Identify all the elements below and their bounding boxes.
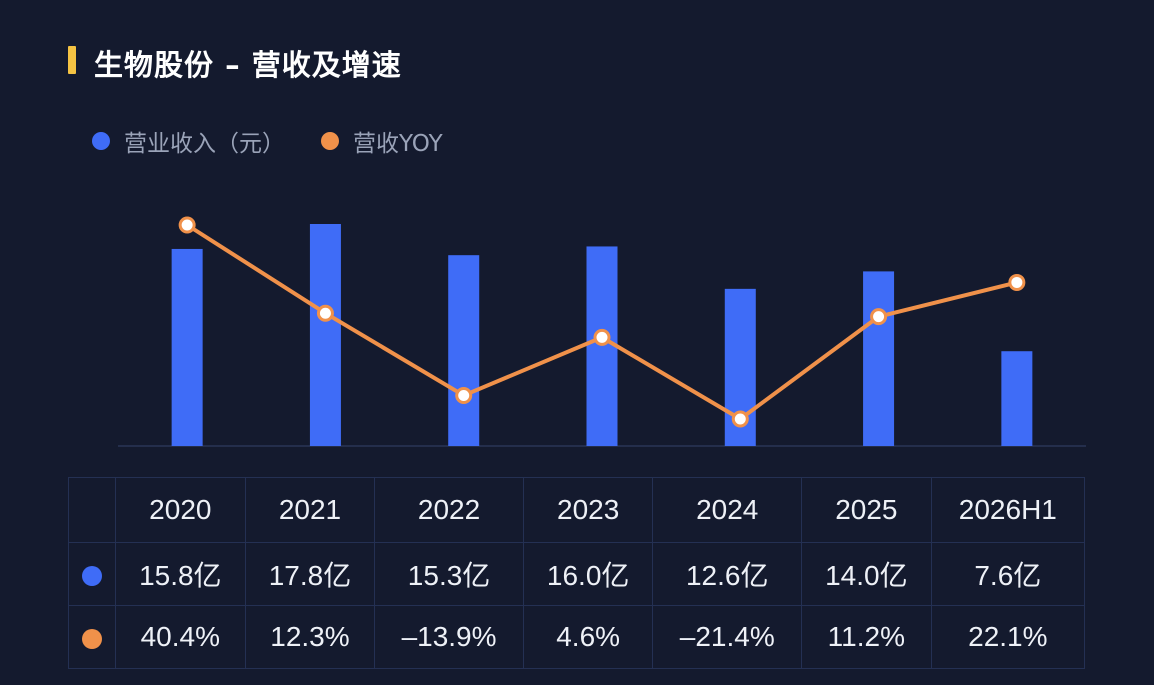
yoy-cell: –13.9% — [374, 605, 524, 669]
legend-dot-revenue — [92, 132, 110, 150]
legend: 营业收入（元） 营收YOY — [92, 124, 479, 158]
revenue-cell: 12.6亿 — [652, 542, 803, 606]
legend-label-revenue: 营业收入（元） — [124, 131, 285, 157]
legend-item-yoy: 营收YOY — [321, 124, 443, 158]
revenue-row-marker — [68, 542, 116, 606]
revenue-cell: 14.0亿 — [801, 542, 932, 606]
table-header-cell: 2020 — [115, 477, 246, 543]
yoy-dot — [82, 628, 102, 649]
yoy-cell: 12.3% — [244, 605, 376, 669]
bar-2026H1 — [1001, 351, 1033, 446]
yoy-cell: 22.1% — [930, 605, 1086, 669]
bar-2021 — [309, 224, 341, 446]
table-corner-cell — [68, 477, 116, 543]
yoy-point-2021 — [316, 304, 334, 322]
yoy-cell: 4.6% — [522, 605, 654, 669]
yoy-point-2023 — [593, 328, 611, 346]
yoy-point-2024 — [731, 410, 749, 428]
yoy-point-2026H1 — [1008, 273, 1026, 291]
yoy-cell: 11.2% — [801, 605, 932, 669]
revenue-cell: 16.0亿 — [522, 542, 654, 606]
yoy-point-2025 — [870, 308, 888, 326]
legend-label-yoy: 营收YOY — [353, 131, 443, 157]
bar-2020 — [171, 248, 203, 446]
chart-title: 生物股份 – 营收及增速 — [94, 48, 402, 82]
table-row-yoy: 40.4% 12.3% –13.9% 4.6% –21.4% 11.2% 22.… — [68, 605, 1086, 669]
yoy-row-marker — [68, 605, 116, 669]
table-header-cell: 2024 — [652, 477, 803, 543]
legend-item-revenue: 营业收入（元） — [92, 124, 285, 158]
yoy-cell: –21.4% — [652, 605, 803, 669]
bar-2023 — [586, 246, 618, 446]
yoy-point-2022 — [455, 386, 473, 404]
bar-2022 — [448, 255, 480, 446]
legend-dot-yoy — [321, 132, 339, 150]
revenue-cell: 17.8亿 — [244, 542, 376, 606]
chart-svg — [118, 216, 1086, 447]
table-header-row: 2020 2021 2022 2023 2024 2025 2026H1 — [68, 477, 1086, 543]
bar-2025 — [863, 271, 895, 446]
title-accent-bar — [68, 46, 76, 74]
table-header-cell: 2022 — [374, 477, 524, 543]
table-header-cell: 2023 — [522, 477, 654, 543]
bar-group — [171, 224, 1033, 446]
table-header-cell: 2025 — [801, 477, 932, 543]
yoy-cell: 40.4% — [115, 605, 246, 669]
data-table: 2020 2021 2022 2023 2024 2025 2026H1 15.… — [68, 477, 1086, 669]
yoy-point-2020 — [178, 216, 196, 234]
table-header-cell: 2021 — [244, 477, 376, 543]
revenue-cell: 15.3亿 — [374, 542, 524, 606]
table-header-cell: 2026H1 — [930, 477, 1086, 543]
revenue-cell: 15.8亿 — [115, 542, 246, 606]
revenue-cell: 7.6亿 — [930, 542, 1086, 606]
revenue-dot — [82, 565, 102, 586]
table-row-revenue: 15.8亿 17.8亿 15.3亿 16.0亿 12.6亿 14.0亿 7.6亿 — [68, 542, 1086, 606]
yoy-point-group — [178, 216, 1026, 428]
